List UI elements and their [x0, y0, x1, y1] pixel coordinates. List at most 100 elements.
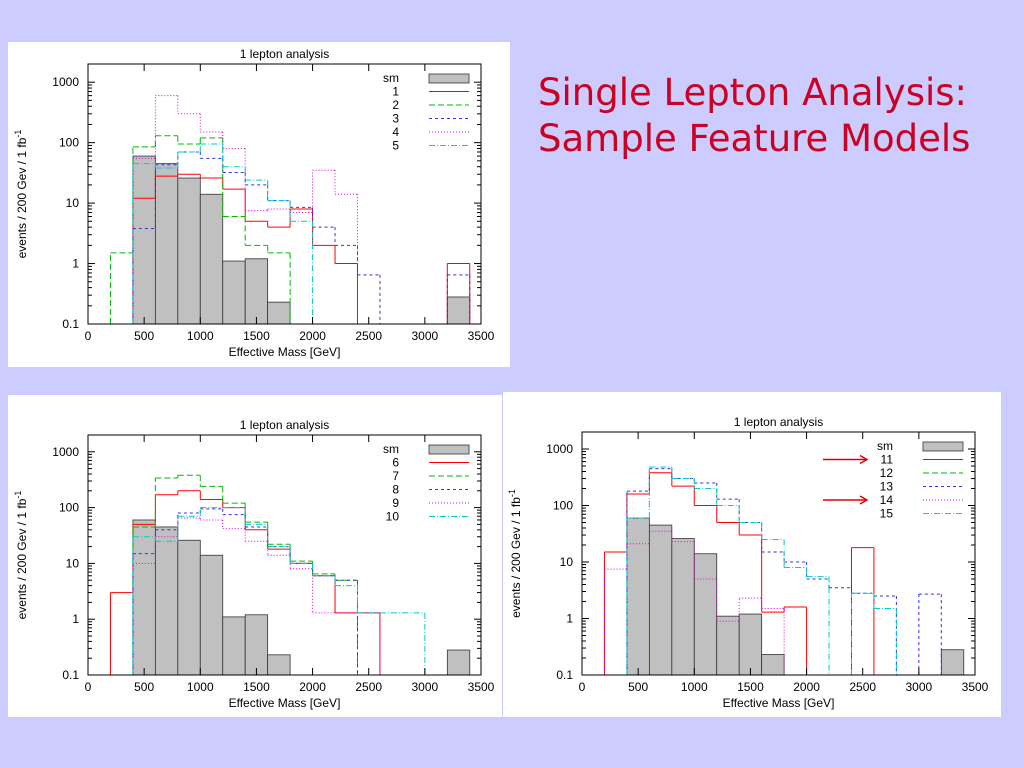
- x-tick-label: 0: [85, 680, 92, 694]
- x-axis-label: Effective Mass [GeV]: [229, 345, 341, 359]
- x-tick-label: 3500: [468, 680, 495, 694]
- chart-title: 1 lepton analysis: [240, 47, 329, 61]
- bin-sm-8: [267, 301, 291, 325]
- y-tick-label: 100: [59, 136, 79, 150]
- legend-label-2: 2: [392, 98, 399, 112]
- legend-label-15: 15: [880, 507, 894, 521]
- x-axis-label: Effective Mass [GeV]: [229, 696, 341, 710]
- y-axis-label-superscript: -1: [507, 489, 517, 497]
- x-tick-label: 2000: [299, 680, 326, 694]
- bin-sm-2: [626, 517, 650, 676]
- y-tick-label: 10: [66, 556, 80, 570]
- y-tick-label: 10: [560, 555, 574, 569]
- y-tick-label: 1000: [52, 445, 79, 459]
- slide-title: Single Lepton Analysis: Sample Feature M…: [538, 70, 1008, 162]
- bin-sm-6: [716, 615, 740, 676]
- series-10: [132, 507, 426, 675]
- bin-sm-4: [671, 538, 695, 676]
- legend-label-12: 12: [880, 466, 894, 480]
- y-tick-label: 1: [72, 612, 79, 626]
- bin-sm-16: [446, 296, 471, 325]
- chart-panel-models-1-5: 1 lepton analysis 0.1 1 10 100 1000 0 500 1000 15…: [8, 42, 510, 367]
- bin-sm-2: [132, 155, 156, 325]
- x-tick-label: 3000: [412, 680, 439, 694]
- x-tick-label: 2500: [355, 680, 382, 694]
- bin-sm-4: [177, 539, 201, 676]
- x-axis-label: Effective Mass [GeV]: [723, 696, 835, 710]
- y-tick-label: 1: [72, 257, 79, 271]
- legend-swatch-sm: [428, 73, 470, 84]
- series-sm: [132, 519, 471, 676]
- legend-label-13: 13: [880, 480, 894, 494]
- chart-panel-models-6-10: 1 lepton analysis 0.1 1 10 100 1000 0 500 1000 15…: [8, 395, 502, 717]
- legend-label-11: 11: [881, 453, 894, 467]
- y-axis-label: events / 200 Gev / 1 fb-1: [13, 491, 29, 620]
- bin-sm-7: [738, 613, 763, 676]
- legend-label-3: 3: [392, 112, 399, 126]
- x-tick-label: 1000: [187, 680, 214, 694]
- bin-sm-5: [693, 553, 718, 676]
- bin-sm-3: [154, 163, 179, 325]
- legend-label-4: 4: [392, 125, 399, 139]
- y-tick-label: 10: [66, 196, 80, 210]
- x-tick-label: 500: [134, 329, 154, 343]
- series-3: [132, 151, 471, 324]
- x-tick-label: 1500: [243, 680, 270, 694]
- x-tick-label: 1500: [243, 329, 270, 343]
- bin-sm-16: [940, 649, 965, 676]
- bin-sm-3: [648, 524, 673, 676]
- y-tick-label: 0.1: [556, 668, 573, 682]
- bin-sm-5: [199, 554, 224, 676]
- y-tick-label: 1000: [546, 442, 573, 456]
- y-axis-label-superscript: -1: [13, 491, 23, 499]
- x-tick-label: 1000: [681, 680, 708, 694]
- chart-title: 1 lepton analysis: [240, 418, 329, 432]
- x-tick-label: 2500: [355, 329, 382, 343]
- chart-panel-models-11-15: 1 lepton analysis 0.1 1 10 100 1000 0 500 1000 15…: [503, 392, 1001, 717]
- highlight-arrow-head-11: [859, 454, 869, 465]
- x-tick-label: 500: [134, 680, 154, 694]
- x-tick-label: 0: [85, 329, 92, 343]
- y-tick-label: 0.1: [62, 317, 79, 331]
- legend-label-sm: sm: [383, 442, 399, 456]
- highlight-arrow-head-14: [859, 495, 869, 505]
- x-tick-label: 2000: [299, 329, 326, 343]
- slide-title-line-2: Sample Feature Models: [538, 117, 971, 160]
- y-axis-label: events / 200 Gev / 1 fb-1: [507, 489, 523, 618]
- series-sm: [132, 155, 471, 325]
- bin-sm-8: [761, 654, 785, 676]
- x-tick-label: 2500: [849, 680, 876, 694]
- series-4: [132, 95, 358, 324]
- x-tick-label: 0: [579, 680, 586, 694]
- bin-sm-16: [446, 649, 471, 676]
- series-2: [109, 135, 291, 324]
- bin-sm-7: [244, 614, 269, 676]
- legend-label-sm: sm: [383, 71, 399, 85]
- bin-sm-7: [244, 258, 269, 325]
- y-axis-label: events / 200 Gev / 1 fb-1: [13, 130, 29, 259]
- x-tick-label: 1000: [187, 329, 214, 343]
- series-line-3: [132, 151, 471, 324]
- y-tick-label: 0.1: [62, 668, 79, 682]
- series-sm: [626, 517, 965, 676]
- series-15: [626, 466, 897, 675]
- legend-label-1: 1: [392, 85, 399, 99]
- chart-title: 1 lepton analysis: [734, 415, 823, 429]
- legend-swatch-sm: [922, 441, 964, 452]
- y-tick-label: 1000: [52, 75, 79, 89]
- plot-frame: [581, 431, 976, 676]
- x-tick-label: 3000: [906, 680, 933, 694]
- bin-sm-2: [132, 519, 156, 676]
- legend-label-5: 5: [392, 139, 399, 153]
- x-tick-label: 500: [628, 680, 648, 694]
- y-tick-label: 100: [553, 499, 573, 513]
- plot-frame: [87, 434, 482, 676]
- x-tick-label: 3500: [468, 329, 495, 343]
- bin-sm-8: [267, 654, 291, 676]
- bin-sm-3: [154, 526, 179, 676]
- slide-title-line-1: Single Lepton Analysis:: [538, 71, 967, 114]
- series-line-2: [109, 135, 291, 324]
